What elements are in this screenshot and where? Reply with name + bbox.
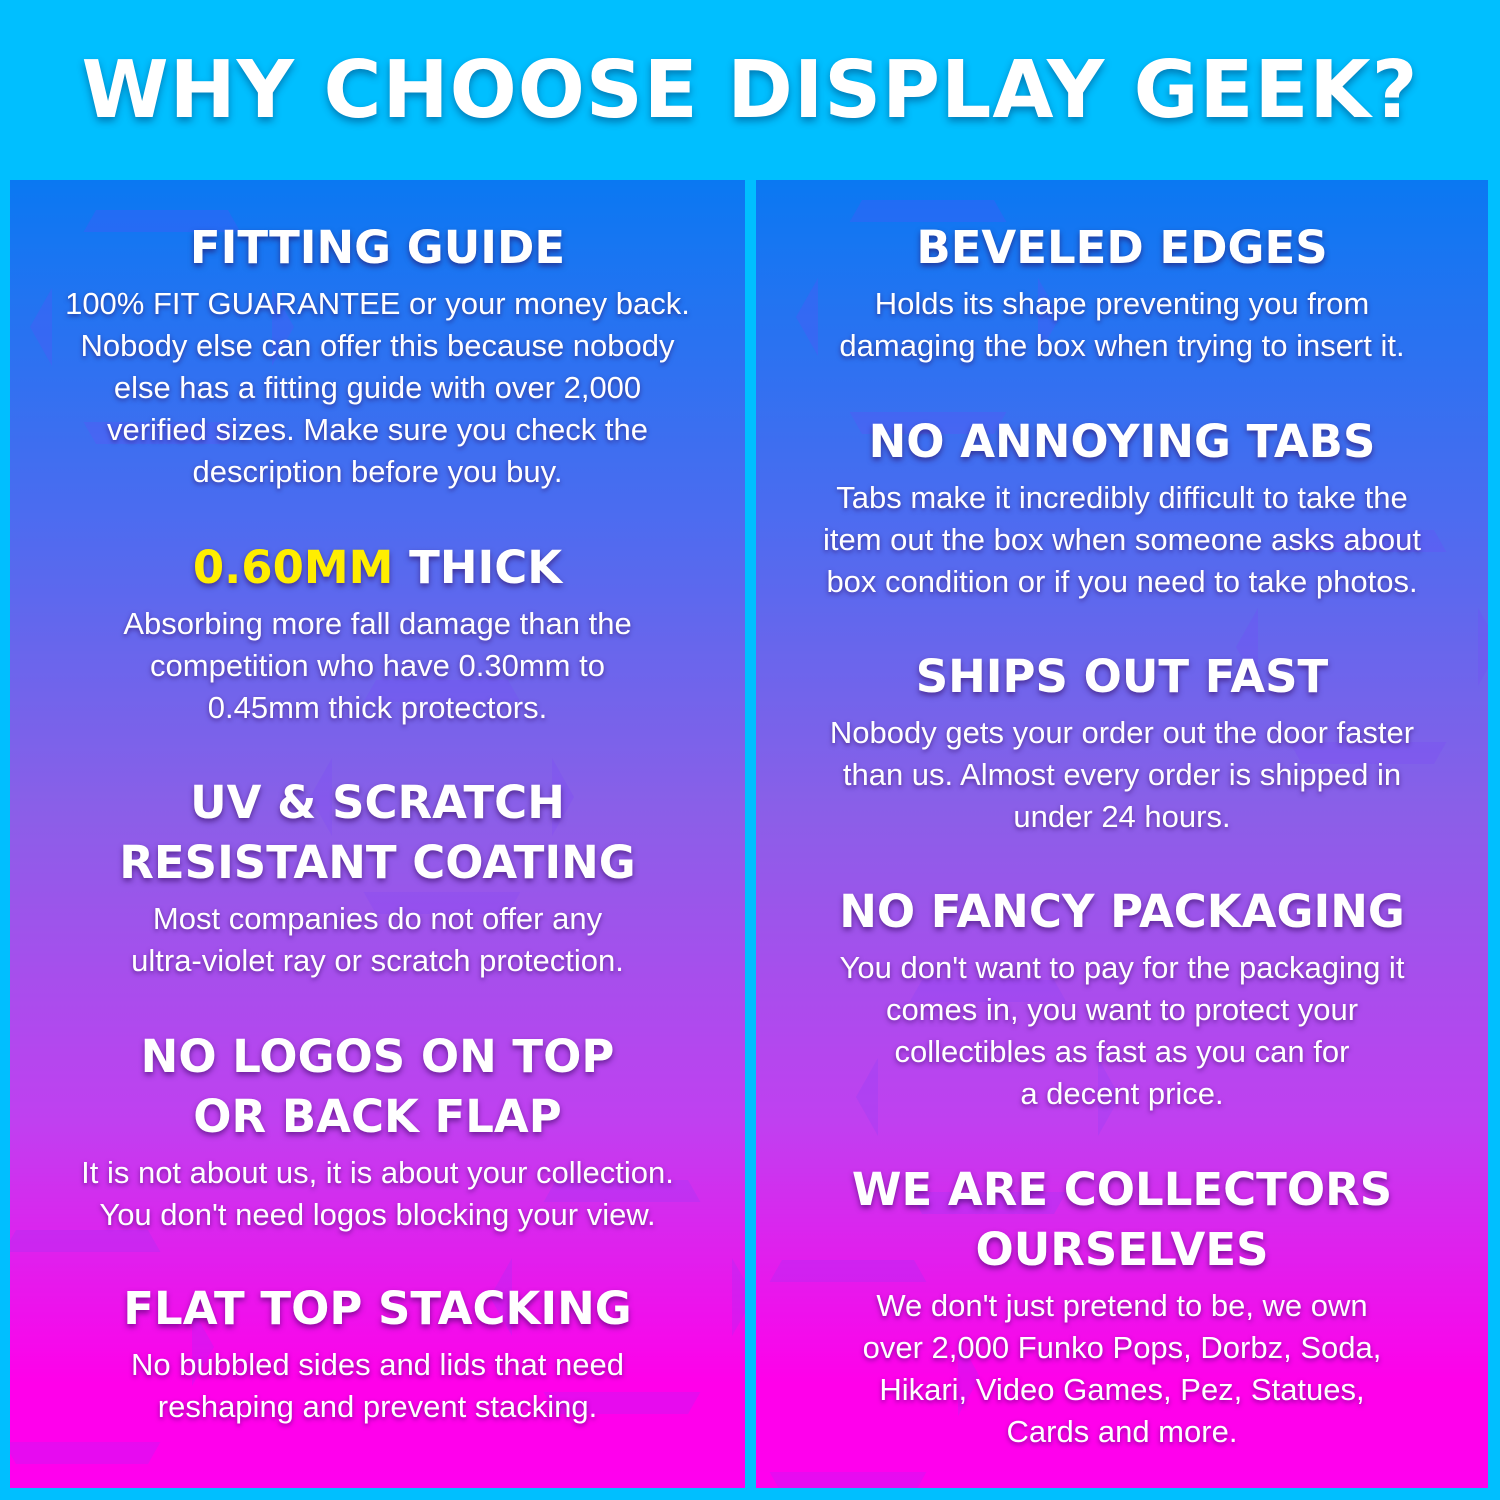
feature-title: BEVELED EDGES (916, 221, 1328, 274)
feature-no-logos: NO LOGOS ON TOP OR BACK FLAP It is not a… (10, 1027, 745, 1236)
feature-title: SHIPS OUT FAST (915, 650, 1329, 703)
feature-text: a decent price. (1020, 1076, 1224, 1111)
feature-collectors: WE ARE COLLECTORS OURSELVES We don't jus… (756, 1160, 1488, 1453)
feature-text: item out the box when someone asks about (823, 522, 1421, 557)
feature-title: FLAT TOP STACKING (123, 1282, 632, 1335)
feature-text: over 2,000 Funko Pops, Dorbz, Soda, (862, 1330, 1382, 1365)
feature-thickness: 0.60MM THICK Absorbing more fall damage … (10, 538, 745, 729)
feature-text: 0.45mm thick protectors. (207, 690, 548, 725)
feature-no-packaging: NO FANCY PACKAGING You don't want to pay… (756, 882, 1488, 1115)
feature-text: collectibles as fast as you can for (894, 1034, 1350, 1069)
feature-text: Cards and more. (1006, 1414, 1238, 1449)
feature-text: Hikari, Video Games, Pez, Statues, (879, 1372, 1365, 1407)
feature-ships-fast: SHIPS OUT FAST Nobody gets your order ou… (756, 647, 1488, 838)
feature-uv-coating: UV & SCRATCH RESISTANT COATING Most comp… (10, 773, 745, 982)
feature-title: NO ANNOYING TABS (868, 415, 1376, 468)
feature-text: reshaping and prevent stacking. (157, 1389, 598, 1424)
feature-text: verified sizes. Make sure you check the (106, 412, 649, 447)
feature-title: UV & SCRATCH (190, 776, 565, 829)
feature-text: You don't want to pay for the packaging … (839, 950, 1405, 985)
feature-text: damaging the box when trying to insert i… (839, 328, 1405, 363)
feature-text: box condition or if you need to take pho… (826, 564, 1418, 599)
feature-beveled-edges: BEVELED EDGES Holds its shape preventing… (756, 218, 1488, 367)
feature-text: Nobody else can offer this because nobod… (80, 328, 675, 363)
right-panel: BEVELED EDGES Holds its shape preventing… (756, 180, 1488, 1488)
left-panel: FITTING GUIDE 100% FIT GUARANTEE or your… (10, 180, 745, 1488)
feature-text: ultra-violet ray or scratch protection. (131, 943, 624, 978)
feature-text: No bubbled sides and lids that need (131, 1347, 624, 1382)
feature-title: OR BACK FLAP (193, 1090, 562, 1143)
feature-text: It is not about us, it is about your col… (81, 1155, 674, 1190)
feature-text: description before you buy. (192, 454, 563, 489)
feature-title: NO LOGOS ON TOP (140, 1030, 615, 1083)
feature-title: NO FANCY PACKAGING (839, 885, 1405, 938)
page-title: WHY CHOOSE DISPLAY GEEK? (81, 44, 1419, 136)
feature-text: 100% FIT GUARANTEE or your money back. (65, 286, 690, 321)
feature-text: Nobody gets your order out the door fast… (829, 715, 1415, 750)
feature-text: else has a fitting guide with over 2,000 (113, 370, 642, 405)
feature-text: comes in, you want to protect your (885, 992, 1359, 1027)
feature-fitting-guide: FITTING GUIDE 100% FIT GUARANTEE or your… (10, 218, 745, 493)
feature-text: We don't just pretend to be, we own (876, 1288, 1368, 1323)
feature-title-highlight: 0.60MM (192, 541, 394, 594)
feature-title: FITTING GUIDE (189, 221, 566, 274)
feature-title: OURSELVES (975, 1223, 1269, 1276)
feature-text: Tabs make it incredibly difficult to tak… (836, 480, 1408, 515)
feature-text: under 24 hours. (1013, 799, 1231, 834)
feature-text: You don't need logos blocking your view. (99, 1197, 656, 1232)
feature-text: Absorbing more fall damage than the (123, 606, 632, 641)
feature-text: than us. Almost every order is shipped i… (842, 757, 1402, 792)
feature-text: Holds its shape preventing you from (874, 286, 1370, 321)
feature-title: RESISTANT COATING (119, 836, 636, 889)
feature-no-tabs: NO ANNOYING TABS Tabs make it incredibly… (756, 412, 1488, 603)
feature-text: Most companies do not offer any (152, 901, 603, 936)
feature-title: WE ARE COLLECTORS (851, 1163, 1393, 1216)
feature-flat-top: FLAT TOP STACKING No bubbled sides and l… (10, 1279, 745, 1428)
feature-text: competition who have 0.30mm to (150, 648, 605, 683)
feature-title: THICK (393, 541, 563, 594)
